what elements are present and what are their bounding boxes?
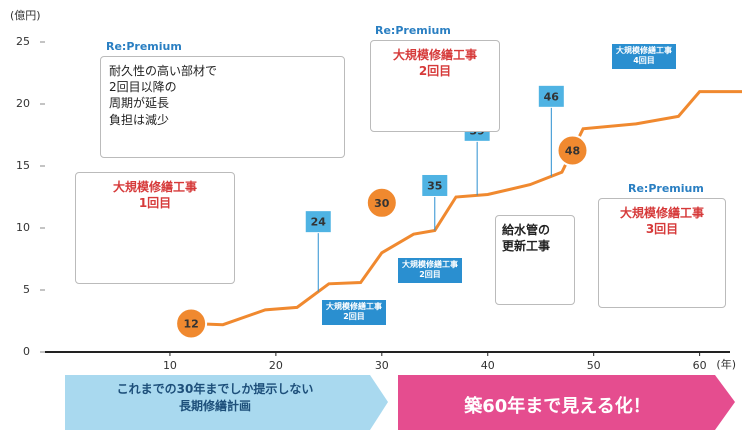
callout-line: 大規模修繕工事 xyxy=(605,205,719,221)
tag-line: 2回目 xyxy=(326,312,382,322)
callout-line: 大規模修繕工事 xyxy=(377,47,493,63)
footer-right: 築60年まで見える化！ xyxy=(400,392,715,418)
y-tick-label: 0 xyxy=(23,345,30,358)
event-label: 46 xyxy=(544,90,560,103)
y-tick-label: 10 xyxy=(16,221,30,234)
x-tick-label: 60 xyxy=(693,359,707,372)
page: (億円) (年) 0 5 10 15 20 25 10 20 30 40 50 60 12 24 30 35 3… xyxy=(0,0,745,430)
callout-line: 周期が延長 xyxy=(109,95,336,111)
callout-line: 3回目 xyxy=(605,221,719,237)
x-tick-label: 30 xyxy=(375,359,389,372)
callout-header: Re:Premium xyxy=(375,24,451,37)
y-tick-label: 15 xyxy=(16,159,30,172)
x-tick-label: 50 xyxy=(587,359,601,372)
callout-line: 負担は減少 xyxy=(109,112,336,128)
callout-line: 2回目 xyxy=(377,63,493,79)
x-tick-label: 10 xyxy=(163,359,177,372)
y-tick-label: 20 xyxy=(16,97,30,110)
tag-line: 4回目 xyxy=(616,56,672,66)
footer-left: これまでの30年までしか提示しない長期修繕計画 xyxy=(70,381,360,415)
y-unit: (億円) xyxy=(10,9,41,22)
footer-left-line: 長期修繕計画 xyxy=(70,398,360,415)
event-label: 30 xyxy=(374,197,390,210)
callout-line: 2回目以降の xyxy=(109,79,336,95)
x-tick-label: 40 xyxy=(481,359,495,372)
footer-left-line: これまでの30年までしか提示しない xyxy=(70,381,360,398)
callout-header: Re:Premium xyxy=(628,182,704,195)
event-label: 12 xyxy=(183,317,198,330)
callout-line: 大規模修繕工事 xyxy=(82,179,228,195)
x-tick-label: 20 xyxy=(269,359,283,372)
tag-line: 大規模修繕工事 xyxy=(402,260,458,270)
event-label: 35 xyxy=(427,179,442,192)
callout-line: 耐久性の高い部材で xyxy=(109,63,336,79)
event-label: 48 xyxy=(565,145,580,158)
tag-line: 大規模修繕工事 xyxy=(326,302,382,312)
y-tick-label: 25 xyxy=(16,35,30,48)
y-tick-label: 5 xyxy=(23,283,30,296)
tag-line: 大規模修繕工事 xyxy=(616,46,672,56)
x-unit: (年) xyxy=(716,357,736,371)
callout-line: 更新工事 xyxy=(502,238,568,254)
tag-line: 2回目 xyxy=(402,270,458,280)
callout: 給水管の更新工事 xyxy=(495,215,575,305)
callout-line: 1回目 xyxy=(82,195,228,211)
callout-header: Re:Premium xyxy=(106,40,182,53)
event-label: 24 xyxy=(311,216,327,229)
callout-line: 給水管の xyxy=(502,222,568,238)
